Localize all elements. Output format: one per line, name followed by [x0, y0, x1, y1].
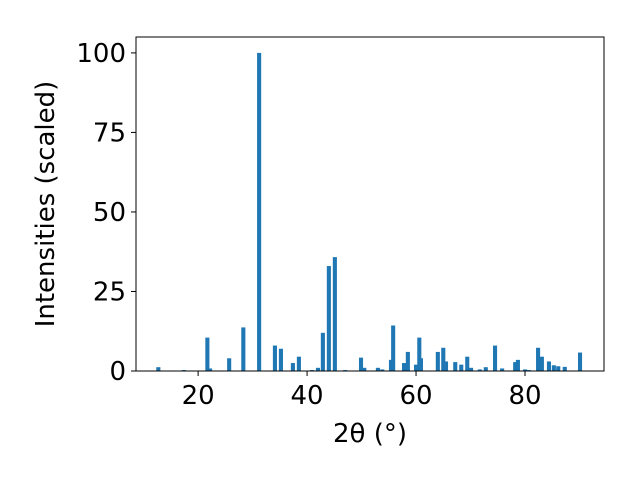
- bar: [443, 361, 449, 371]
- x-tick-label: 20: [182, 381, 215, 411]
- bar: [435, 351, 440, 371]
- bar: [402, 363, 407, 371]
- y-tick-label: 100: [76, 39, 126, 69]
- y-tick-label: 0: [109, 357, 126, 387]
- bar: [375, 367, 380, 371]
- y-tick-label: 50: [93, 198, 126, 228]
- bar: [477, 369, 482, 371]
- bar: [441, 347, 446, 371]
- bar: [296, 356, 301, 371]
- x-tick-label: 80: [508, 381, 541, 411]
- bar: [513, 362, 518, 371]
- bar: [227, 358, 232, 371]
- y-tick-label: 75: [93, 118, 126, 148]
- bar: [492, 345, 498, 371]
- bar: [290, 363, 295, 371]
- bar: [562, 366, 567, 371]
- bar: [418, 358, 423, 371]
- bar: [413, 364, 419, 371]
- bar: [241, 327, 246, 371]
- bar: [358, 357, 364, 371]
- bar: [326, 266, 331, 371]
- bar: [156, 367, 161, 371]
- y-tick-label: 25: [93, 277, 126, 307]
- bar: [577, 352, 583, 371]
- bar: [539, 356, 544, 371]
- bar: [417, 337, 422, 371]
- bar: [362, 367, 367, 371]
- bar: [469, 367, 474, 371]
- bar: [208, 368, 213, 371]
- bar: [515, 359, 520, 371]
- bar: [546, 361, 552, 371]
- bar: [315, 367, 321, 371]
- bar: [465, 356, 470, 371]
- bar: [453, 362, 458, 371]
- bar: [205, 337, 210, 371]
- bar: [320, 332, 325, 371]
- y-axis-label: Intensities (scaled): [31, 81, 61, 328]
- x-tick-label: 60: [399, 381, 432, 411]
- bar: [500, 368, 505, 371]
- bar: [278, 348, 283, 371]
- bar: [332, 257, 337, 371]
- bar: [551, 365, 556, 371]
- bar: [483, 367, 488, 371]
- plot-frame: [135, 36, 605, 372]
- x-axis-label: 2θ (°): [333, 419, 407, 449]
- bar: [391, 325, 396, 371]
- bar: [380, 369, 385, 371]
- bar: [459, 364, 464, 371]
- bar: [257, 52, 262, 372]
- x-tick-label: 40: [291, 381, 324, 411]
- bar: [536, 347, 541, 371]
- bar: [388, 359, 394, 371]
- bar: [405, 351, 410, 371]
- bar: [522, 369, 528, 371]
- bar: [272, 345, 277, 371]
- bar: [556, 366, 561, 371]
